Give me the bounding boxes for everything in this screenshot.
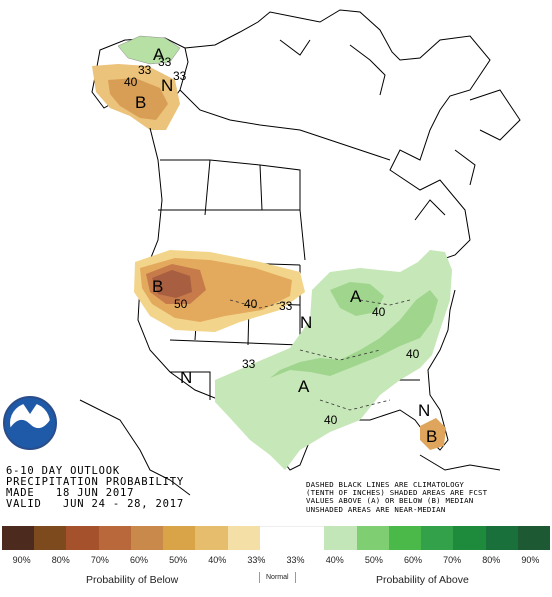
legend-swatch: [163, 526, 196, 550]
legend-color-bar: [2, 526, 550, 551]
legend-tick-label: 60%: [403, 555, 422, 565]
florida-below-area: [420, 418, 446, 450]
legend-swatch: [66, 526, 99, 550]
legend-tick-label: 60%: [129, 555, 148, 565]
southwest-33-label: 33: [242, 357, 256, 371]
alaska-40-label: 40: [124, 75, 138, 89]
alaska-above-area: [117, 35, 181, 65]
legend-normal-caption: Normal: [259, 572, 296, 583]
legend-swatch: [421, 526, 454, 550]
legend-tick-label: 80%: [482, 555, 501, 565]
info-title: 6-10 DAY OUTLOOK: [6, 465, 120, 477]
alaska-above-label: A: [153, 45, 165, 64]
legend-swatch: [388, 526, 422, 550]
legend-tick-label: 90%: [521, 555, 540, 565]
northeast-40-label: 40: [372, 305, 386, 319]
legend-tick-label: 70%: [90, 555, 109, 565]
outlook-info-block: 6-10 DAY OUTLOOK PRECIPITATION PROBABILIT…: [6, 466, 184, 510]
legend-tick-label: 70%: [443, 555, 462, 565]
note-line-3: VALUES ABOVE (A) OR BELOW (B) MEDIAN: [306, 496, 474, 506]
legend-tick-label: 50%: [169, 555, 188, 565]
legend-swatch: [517, 526, 550, 550]
legend-tick-label: 33%: [286, 555, 305, 565]
northwest-40-label: 40: [244, 297, 258, 311]
alaska-below-40-area: [108, 78, 168, 120]
legend-swatch: [2, 526, 35, 550]
northwest-below-60-area: [152, 270, 192, 298]
legend-swatch: [34, 526, 67, 550]
legend-tick-label: 40%: [325, 555, 344, 565]
legend-tick-label: 33%: [247, 555, 266, 565]
northwest-below-label: B: [152, 277, 163, 296]
note-line-2: (TENTH OF INCHES) SHADED AREAS ARE FCST: [306, 488, 488, 498]
normal-label-2: N: [180, 368, 192, 387]
info-valid-date: VALID JUN 24 - 28, 2017: [6, 498, 185, 510]
legend-tick-label: 80%: [51, 555, 70, 565]
alaska-33-label-c: 33: [173, 69, 187, 83]
legend-swatch: [485, 526, 518, 550]
legend-swatch: [227, 526, 260, 550]
northeast-above-label: A: [350, 287, 362, 306]
legend-below-caption: Probability of Below: [86, 574, 179, 586]
info-made-date: MADE 18 JUN 2017: [6, 487, 135, 499]
info-product: PRECIPITATION PROBABILITY: [6, 476, 185, 488]
legend-tick-label: 40%: [208, 555, 227, 565]
legend-swatch: [453, 526, 486, 550]
legend-swatch: [195, 526, 228, 550]
legend-swatch: [130, 526, 164, 550]
legend-swatch: [292, 526, 325, 551]
normal-label-3: N: [418, 401, 430, 420]
alaska-33-label-b: 33: [158, 55, 172, 69]
note-line-1: DASHED BLACK LINES ARE CLIMATOLOGY: [306, 480, 465, 489]
legend-swatch: [324, 526, 357, 550]
legend-swatch: [98, 526, 131, 550]
texas-40-label: 40: [324, 413, 338, 427]
legend-tick-labels: 90% 80% 70% 60% 50% 40% 33% 33% 40% 50% 60% 70% 80% 9…: [2, 555, 550, 565]
legend-above-caption: Probability of Above: [376, 574, 469, 586]
alaska-33-label-a: 33: [138, 63, 152, 77]
east-above-40-area: [270, 290, 438, 378]
alaska-below-label: B: [135, 93, 146, 112]
noaa-logo: [3, 396, 57, 450]
northwest-50-label: 50: [174, 297, 188, 311]
legend-swatch: [356, 526, 389, 550]
florida-below-label: B: [426, 427, 437, 446]
northwest-33-label: 33: [279, 299, 293, 313]
climatology-note: DASHED BLACK LINES ARE CLIMATOLOGY (TENTH…: [306, 480, 488, 514]
alaska-normal-label: N: [161, 76, 173, 95]
legend-swatch: [259, 526, 293, 551]
southeast-40-label: 40: [406, 347, 420, 361]
south-above-label: A: [298, 377, 310, 396]
climatology-lines: [229, 299, 411, 411]
note-line-4: UNSHADED AREAS ARE NEAR-MEDIAN: [306, 504, 446, 514]
legend-tick-label: 90%: [12, 555, 31, 565]
normal-label-1: N: [300, 313, 312, 332]
precipitation-outlook-map: A B 33 33 33 40 N B 50 40 33 N N N A 40 …: [3, 9, 521, 496]
legend-tick-label: 50%: [364, 555, 383, 565]
midwest-above-40-area: [330, 282, 384, 316]
